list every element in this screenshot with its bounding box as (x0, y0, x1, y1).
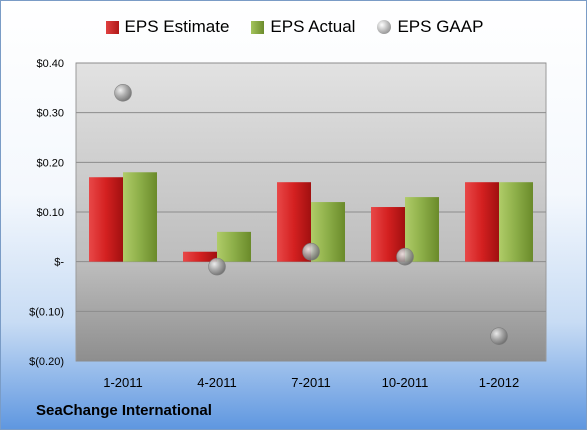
legend-item-actual: EPS Actual (251, 17, 355, 37)
gaap-marker (208, 257, 226, 276)
legend-item-gaap: EPS GAAP (377, 17, 483, 37)
bars (89, 172, 533, 262)
legend-swatch-estimate (105, 20, 119, 34)
y-tick-label: $(0.20) (29, 356, 64, 368)
legend: EPS Estimate EPS Actual EPS GAAP (1, 17, 586, 37)
actual-bar (499, 182, 533, 262)
y-tick-label: $0.10 (36, 207, 64, 219)
y-tick-label: $0.30 (36, 108, 64, 120)
y-tick-label: $0.40 (36, 58, 64, 70)
x-axis-labels: 1-2011 4-2011 7-2011 10-2011 1-2012 (103, 375, 519, 390)
estimate-bar (89, 177, 123, 262)
gaap-marker (490, 327, 508, 345)
x-tick-label: 1-2012 (479, 375, 519, 390)
estimate-bar (465, 182, 499, 262)
x-tick-label: 10-2011 (382, 375, 429, 390)
legend-item-estimate: EPS Estimate (105, 17, 230, 37)
y-tick-label: $(0.10) (29, 306, 64, 318)
gaap-marker (396, 247, 414, 266)
legend-label-actual: EPS Actual (270, 17, 356, 36)
legend-label-gaap: EPS GAAP (397, 17, 484, 36)
gaap-marker (114, 84, 132, 102)
x-tick-label: 7-2011 (291, 375, 331, 390)
legend-swatch-gaap (377, 20, 392, 34)
company-name: SeaChange International (36, 402, 212, 419)
y-tick-label: $- (54, 257, 64, 269)
y-tick-label: $0.20 (36, 157, 64, 169)
actual-bar (217, 231, 251, 262)
actual-bar (123, 172, 157, 262)
x-tick-label: 4-2011 (197, 375, 237, 390)
x-tick-label: 1-2011 (103, 375, 143, 390)
legend-swatch-actual (251, 20, 265, 34)
gaap-marker (302, 242, 320, 261)
estimate-bar (183, 251, 217, 262)
y-axis-labels: $0.40 $0.30 $0.20 $0.10 $- $(0.10) $(0.20) (29, 58, 64, 368)
gaap-markers (114, 84, 508, 345)
legend-label-estimate: EPS Estimate (124, 17, 230, 36)
